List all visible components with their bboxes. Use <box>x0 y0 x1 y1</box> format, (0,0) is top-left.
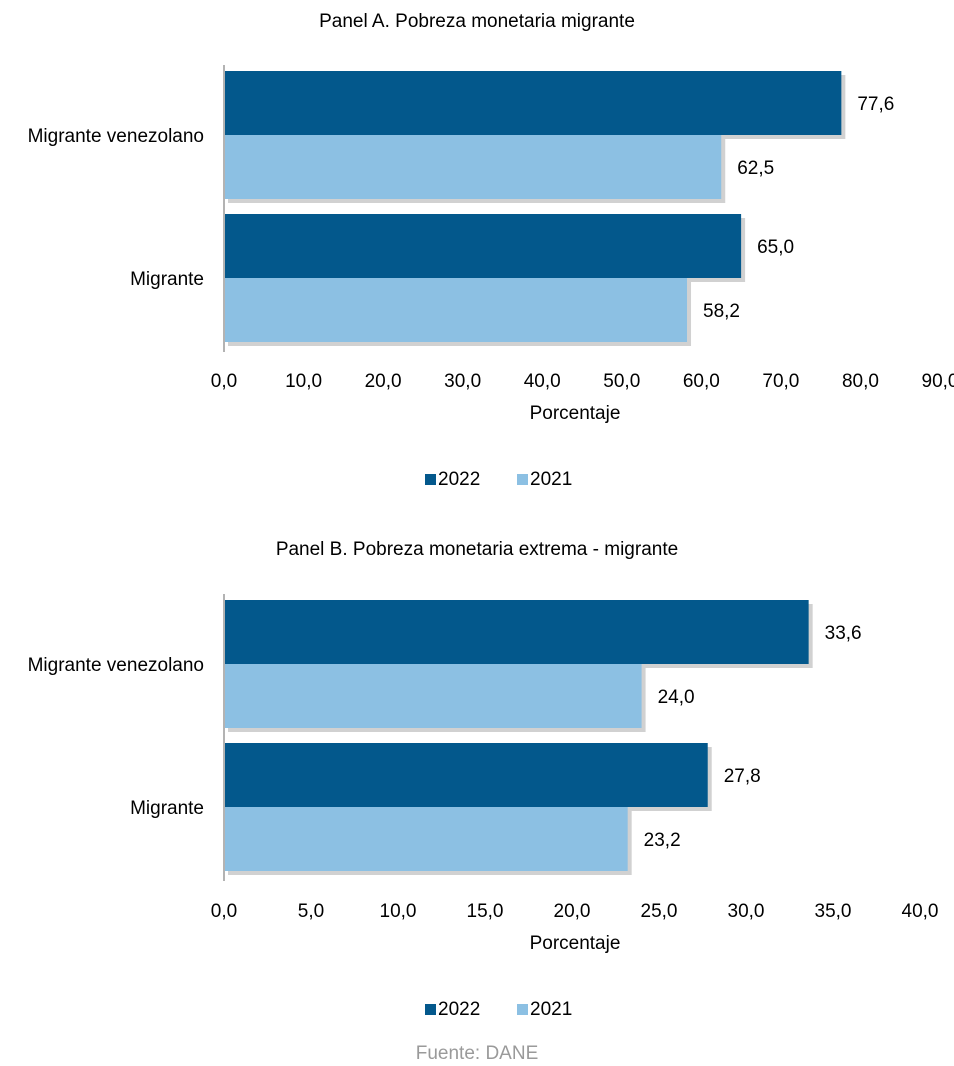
x-tick-label: 30,0 <box>728 901 765 922</box>
panel-a-chart: Panel A. Pobreza monetaria migrante 77,6 6… <box>28 11 954 490</box>
chart-title: Panel B. Pobreza monetaria extrema - mig… <box>276 539 678 560</box>
bar-2021-migrante <box>224 807 628 871</box>
x-tick-label: 10,0 <box>285 371 322 392</box>
data-label: 23,2 <box>644 830 681 851</box>
bar-2021-migrante-venezolano <box>224 135 722 199</box>
legend-label-2022: 2022 <box>438 469 480 490</box>
legend-label-2022: 2022 <box>438 999 480 1020</box>
x-tick-label: 35,0 <box>815 901 852 922</box>
x-axis-label: Porcentaje <box>530 403 621 424</box>
x-tick-label: 90,0 <box>922 371 954 392</box>
x-tick-label: 20,0 <box>365 371 402 392</box>
bar-2022-migrante-venezolano <box>224 71 842 135</box>
legend-swatch-2021 <box>517 1004 528 1015</box>
x-tick-label: 50,0 <box>603 371 640 392</box>
data-label: 58,2 <box>703 301 740 322</box>
source-note: Fuente: DANE <box>415 1043 539 1064</box>
data-label: 33,6 <box>825 623 862 644</box>
category-label: Migrante <box>130 798 204 819</box>
legend-swatch-2022 <box>425 1004 436 1015</box>
category-label: Migrante venezolano <box>28 655 204 676</box>
panel-b-chart: Panel B. Pobreza monetaria extrema - mig… <box>28 539 939 1020</box>
chart-title: Panel A. Pobreza monetaria migrante <box>319 11 635 32</box>
x-tick-label: 20,0 <box>554 901 591 922</box>
x-tick-label: 0,0 <box>211 901 237 922</box>
x-tick-label: 15,0 <box>467 901 504 922</box>
bar-2022-migrante <box>224 214 742 278</box>
legend-label-2021: 2021 <box>530 999 572 1020</box>
data-label: 77,6 <box>857 94 894 115</box>
bar-2021-migrante-venezolano <box>224 664 642 728</box>
category-label: Migrante venezolano <box>28 126 204 147</box>
legend-swatch-2021 <box>517 474 528 485</box>
x-tick-label: 70,0 <box>762 371 799 392</box>
bar-2022-migrante <box>224 743 708 807</box>
x-tick-label: 5,0 <box>298 901 324 922</box>
legend-swatch-2022 <box>425 474 436 485</box>
x-tick-label: 40,0 <box>524 371 561 392</box>
x-tick-label: 0,0 <box>211 371 237 392</box>
x-axis-label: Porcentaje <box>530 933 621 954</box>
bar-2021-migrante <box>224 278 688 342</box>
x-tick-label: 10,0 <box>380 901 417 922</box>
x-tick-label: 40,0 <box>902 901 939 922</box>
x-tick-label: 60,0 <box>683 371 720 392</box>
legend-label-2021: 2021 <box>530 469 572 490</box>
data-label: 65,0 <box>757 237 794 258</box>
x-tick-label: 30,0 <box>444 371 481 392</box>
x-tick-label: 25,0 <box>641 901 678 922</box>
x-tick-label: 80,0 <box>842 371 879 392</box>
bar-2022-migrante-venezolano <box>224 600 809 664</box>
data-label: 62,5 <box>737 158 774 179</box>
category-label: Migrante <box>130 269 204 290</box>
data-label: 24,0 <box>658 687 695 708</box>
data-label: 27,8 <box>724 766 761 787</box>
